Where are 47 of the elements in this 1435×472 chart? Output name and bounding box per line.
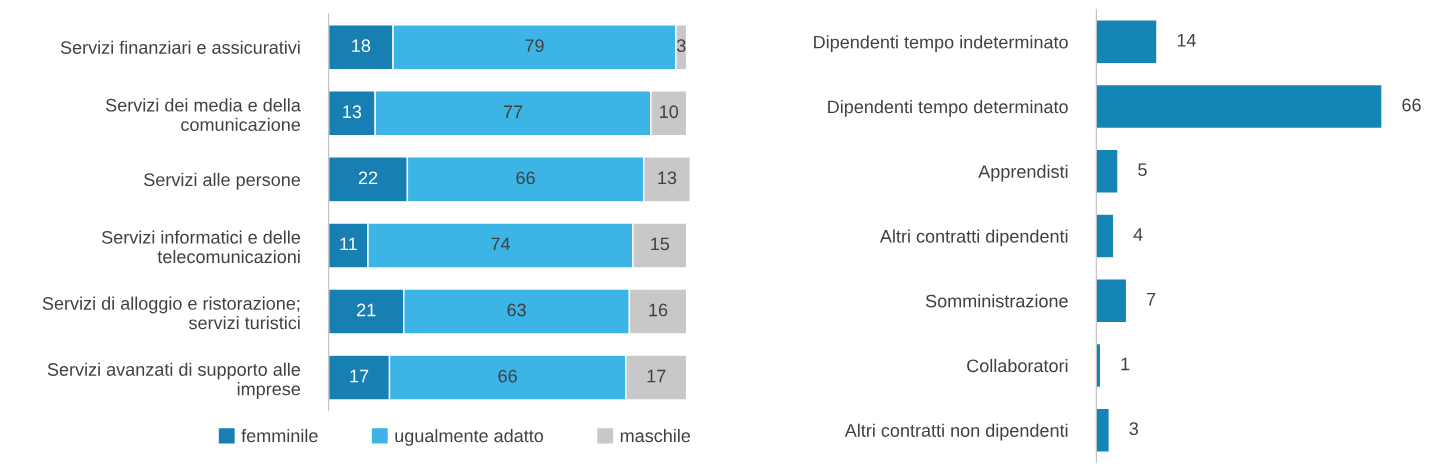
data-label: 3 — [676, 39, 686, 53]
bar — [1096, 83, 1383, 130]
data-label: 17 — [350, 369, 369, 383]
data-label: 10 — [660, 105, 679, 119]
data-label: 79 — [525, 39, 544, 53]
data-label: 14 — [1177, 34, 1196, 47]
y-tick-label: Collaboratori — [967, 358, 1068, 373]
data-label: 74 — [491, 237, 510, 251]
y-tick-label: Servizi dei media e della comunicazione — [105, 98, 301, 132]
data-label: 3 — [1129, 422, 1139, 436]
data-label: 4 — [1133, 228, 1143, 241]
bar — [1096, 407, 1111, 453]
data-label: 66 — [1402, 98, 1421, 112]
y-tick-label: Servizi finanziari e assicurativi — [60, 40, 300, 54]
bar — [1096, 19, 1158, 65]
data-label: 66 — [498, 369, 517, 383]
data-label: 5 — [1138, 163, 1147, 177]
data-label: 77 — [503, 105, 523, 118]
y-tick-label: Servizi informatici e delle telecomunicazioni — [101, 230, 301, 264]
y-tick-label: Apprendisti — [978, 164, 1068, 182]
data-label: 17 — [647, 369, 666, 383]
data-label: 63 — [507, 303, 526, 317]
bar — [1096, 148, 1119, 194]
data-label: 18 — [352, 39, 371, 53]
legend-label: maschile — [620, 428, 691, 443]
y-tick-label: Servizi avanzati di supporto alle imprese — [47, 362, 301, 399]
data-label: 21 — [357, 303, 376, 317]
data-label: 15 — [651, 237, 670, 251]
bar — [1096, 278, 1128, 324]
bar — [1096, 213, 1115, 259]
y-tick-label: Servizi alle persone — [144, 172, 301, 190]
y-tick-label: Somministrazione — [925, 294, 1068, 308]
data-label: 16 — [649, 303, 668, 317]
y-tick-label: Altri contratti non dipendenti — [844, 423, 1068, 441]
legend-label: femminile — [241, 428, 318, 443]
y-tick-label: Altri contratti dipendenti — [879, 229, 1068, 247]
data-label: 7 — [1147, 292, 1156, 306]
data-label: 22 — [358, 171, 378, 185]
data-label: 66 — [516, 171, 535, 185]
y-tick-label: Dipendenti tempo indeterminato — [814, 35, 1068, 53]
series-label: ugualmente adatto — [395, 428, 544, 446]
data-label: 11 — [340, 237, 357, 251]
y-tick-label: Servizi di alloggio e ristorazione; servizi turistici — [42, 296, 300, 330]
data-label: 1 — [1121, 357, 1130, 371]
y-tick-label: Dipendenti tempo determinato — [828, 99, 1068, 117]
data-label: 13 — [343, 105, 362, 119]
data-label: 13 — [658, 171, 677, 185]
